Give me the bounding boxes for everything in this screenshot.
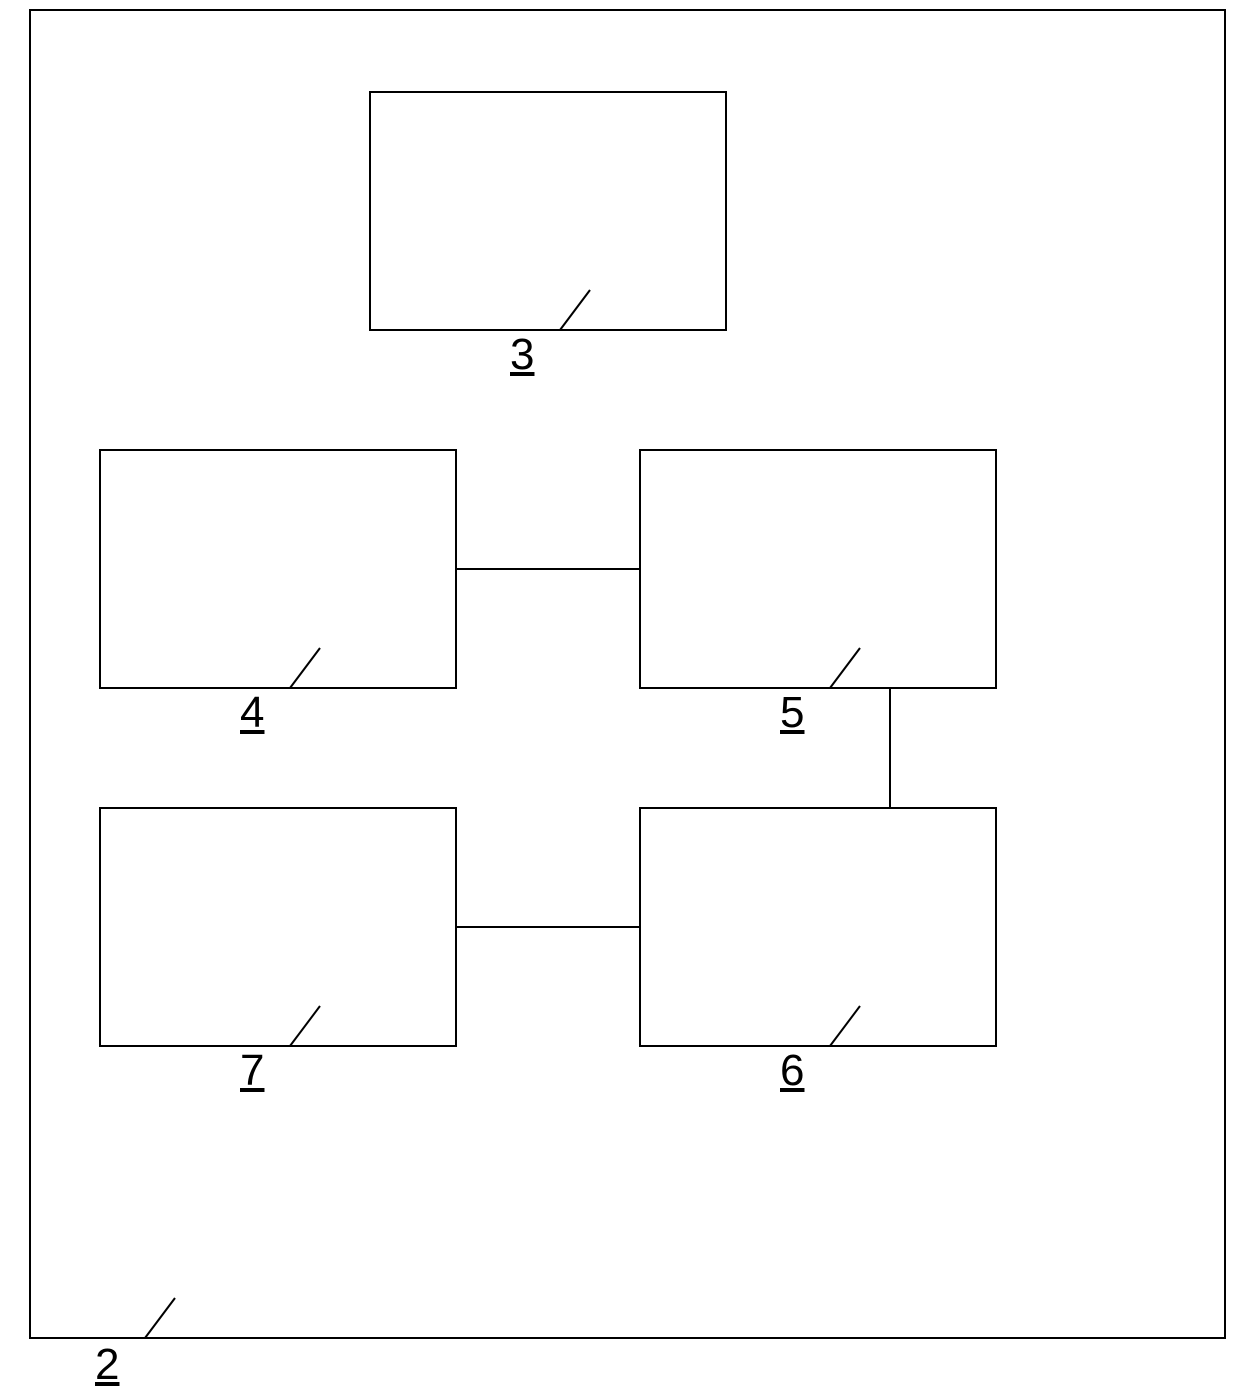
node-label-4: 4 bbox=[240, 688, 264, 738]
node-label-6: 6 bbox=[780, 1046, 804, 1096]
frame-label-2: 2 bbox=[95, 1340, 119, 1390]
node-label-3: 3 bbox=[510, 330, 534, 380]
node-label-7: 7 bbox=[240, 1046, 264, 1096]
block-diagram bbox=[0, 0, 1240, 1394]
node-label-5: 5 bbox=[780, 688, 804, 738]
